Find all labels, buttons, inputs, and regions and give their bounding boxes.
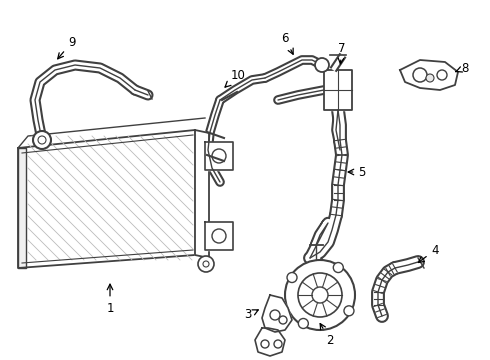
Text: 2: 2: [320, 324, 334, 346]
Text: 1: 1: [106, 284, 114, 315]
Polygon shape: [400, 60, 458, 90]
Circle shape: [298, 319, 308, 328]
Circle shape: [285, 260, 355, 330]
Circle shape: [33, 131, 51, 149]
Polygon shape: [255, 328, 285, 356]
Text: 8: 8: [456, 62, 469, 75]
Circle shape: [344, 306, 354, 316]
Polygon shape: [18, 130, 195, 268]
Circle shape: [203, 261, 209, 267]
Circle shape: [413, 68, 427, 82]
Text: 9: 9: [58, 36, 76, 59]
Text: 10: 10: [225, 68, 245, 87]
Circle shape: [38, 136, 46, 144]
Text: 7: 7: [338, 41, 346, 64]
Circle shape: [333, 262, 343, 273]
Circle shape: [270, 310, 280, 320]
Circle shape: [274, 340, 282, 348]
Circle shape: [212, 149, 226, 163]
Polygon shape: [205, 142, 233, 170]
Polygon shape: [18, 148, 26, 268]
Polygon shape: [262, 295, 292, 332]
Circle shape: [315, 58, 329, 72]
Circle shape: [212, 229, 226, 243]
Circle shape: [279, 316, 287, 324]
Text: 3: 3: [245, 309, 258, 321]
Circle shape: [312, 287, 328, 303]
Polygon shape: [205, 222, 233, 250]
Circle shape: [437, 70, 447, 80]
Polygon shape: [195, 130, 209, 258]
Circle shape: [298, 273, 342, 317]
Circle shape: [287, 273, 297, 283]
Polygon shape: [324, 70, 352, 110]
Circle shape: [198, 256, 214, 272]
Text: 4: 4: [418, 243, 439, 262]
Circle shape: [261, 340, 269, 348]
Text: 5: 5: [348, 166, 366, 179]
Text: 6: 6: [281, 32, 293, 54]
Circle shape: [426, 74, 434, 82]
